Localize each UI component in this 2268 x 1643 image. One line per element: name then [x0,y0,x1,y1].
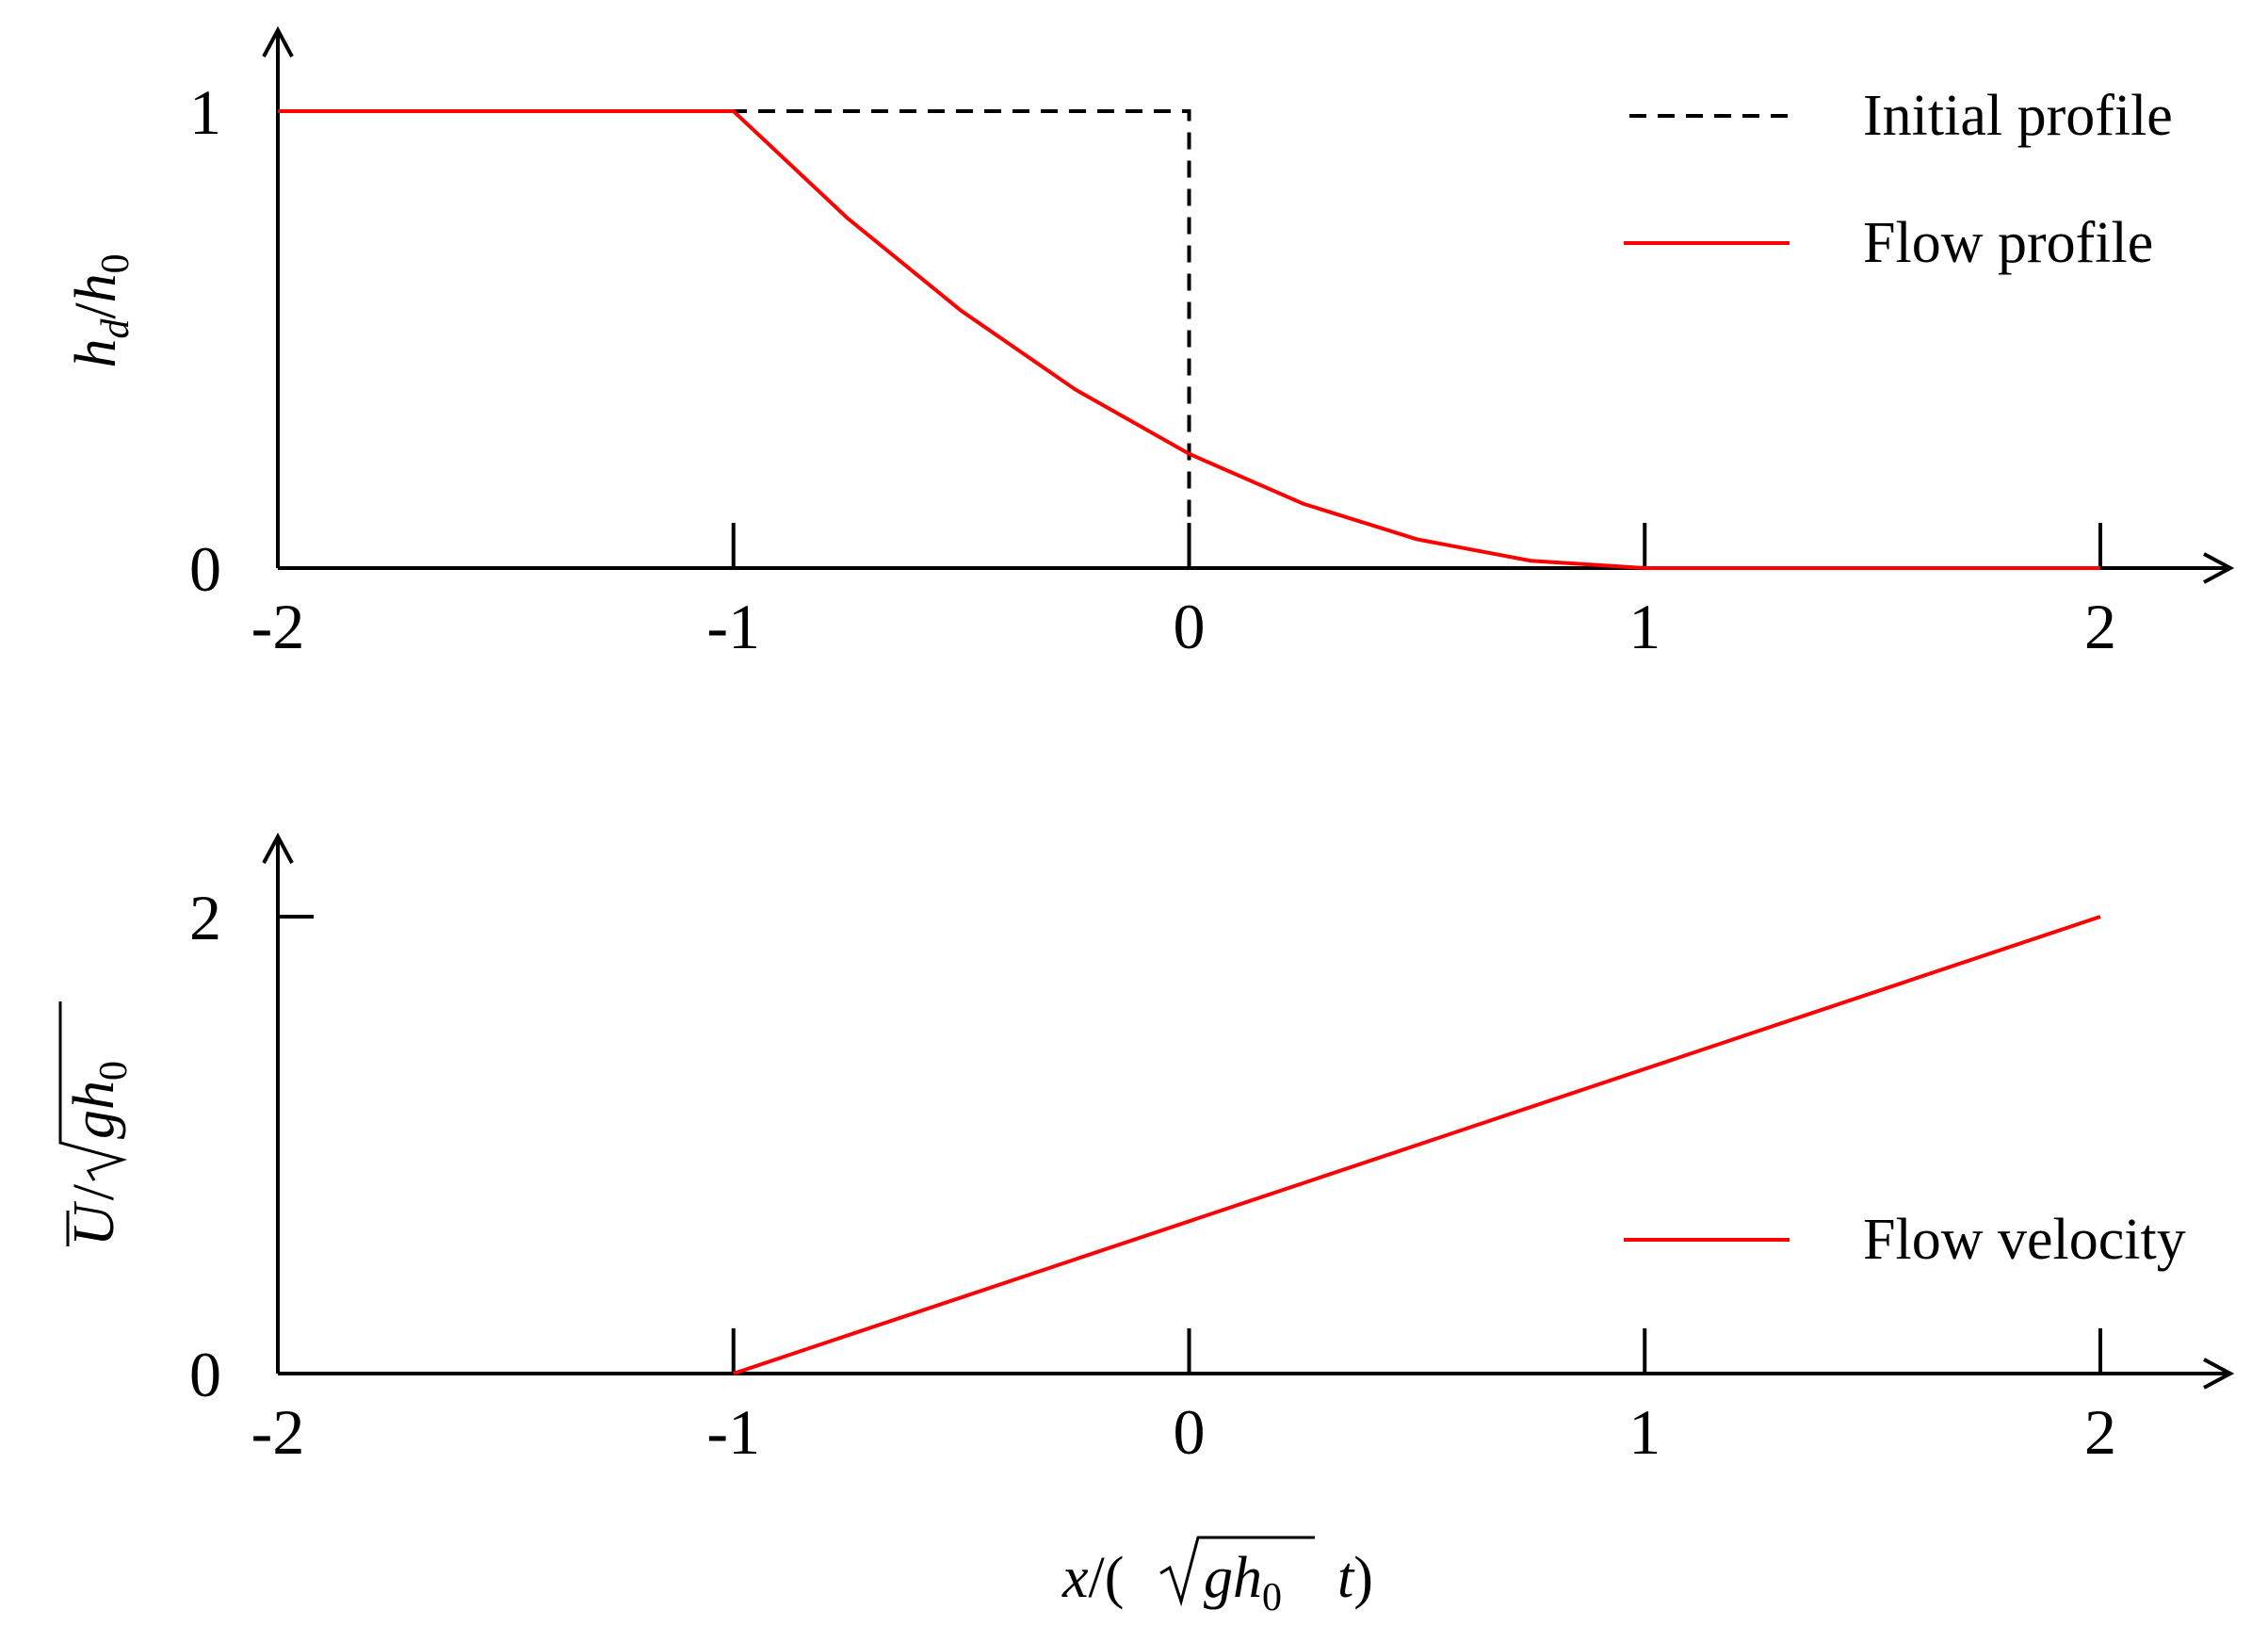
svg-text:U/: U/ [62,1183,126,1246]
top-panel: -2 -1 0 1 2 0 1 Initial profile Flow profile h… [64,25,2235,662]
top-x-axis-arrow [2203,552,2235,584]
bottom-series [733,915,2101,1375]
bottom-x-tick-label: 1 [1628,1396,1660,1468]
svg-text:x/(: x/( [1061,1546,1124,1610]
x-axis-label: x/( gh0 t) [1061,1536,1373,1619]
svg-text:t): t) [1337,1546,1373,1610]
svg-text:gh0: gh0 [1204,1546,1282,1619]
top-series [278,109,2100,570]
top-y-tick-label: 1 [189,76,221,148]
svg-text:hd/h0: hd/h0 [64,253,138,367]
legend-label-flow-profile: Flow profile [1863,211,2153,275]
top-x-tick-label: 2 [2084,591,2116,662]
bottom-ylabel-radical [58,1001,128,1181]
bottom-y-tick-label: 0 [189,1339,221,1410]
bottom-tick-labels: -2 -1 0 1 2 0 2 [189,882,2116,1468]
bottom-y-tick-label: 2 [189,882,221,953]
series-initial-profile [278,109,2100,570]
series-flow-profile [278,109,2100,570]
bottom-legend: Flow velocity [1624,1208,2186,1272]
bottom-x-tick-label: -2 [251,1396,305,1468]
bottom-panel: -2 -1 0 1 2 0 2 Flow velocity U/ gh0 x/( gh0 [58,832,2235,1619]
bottom-y-axis-label: U/ gh0 [58,1001,136,1246]
svg-text:gh0: gh0 [62,1061,136,1139]
legend-label-initial-profile: Initial profile [1863,84,2173,148]
bottom-x-axis-arrow [2203,1358,2235,1390]
top-legend: Initial profile Flow profile [1624,84,2173,275]
top-x-tick-label: 0 [1174,591,1206,662]
legend-label-flow-velocity: Flow velocity [1863,1208,2186,1272]
top-x-tick-label: -1 [706,591,760,662]
top-tick-labels: -2 -1 0 1 2 0 1 [189,76,2116,662]
bottom-x-tick-label: 0 [1174,1396,1206,1468]
bottom-x-tick-label: 2 [2084,1396,2116,1468]
bottom-ticks [278,915,2102,1374]
xlabel-radical [1159,1536,1315,1607]
top-x-tick-label: -2 [251,591,305,662]
top-y-tick-label: 0 [189,533,221,605]
series-flow-velocity [733,915,2101,1375]
bottom-x-tick-label: -1 [706,1396,760,1468]
top-y-axis-label: hd/h0 [64,253,138,367]
top-ticks [731,523,2102,568]
bottom-y-axis-arrow [262,832,294,864]
top-x-tick-label: 1 [1628,591,1660,662]
top-y-axis-arrow [262,25,294,57]
